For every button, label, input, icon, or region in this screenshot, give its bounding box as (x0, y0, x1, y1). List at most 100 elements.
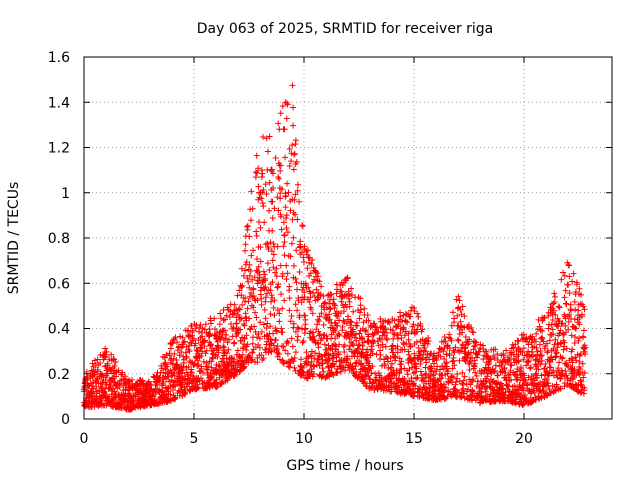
data-point (509, 341, 516, 348)
data-point (474, 351, 481, 358)
data-point (290, 262, 297, 269)
data-point (320, 368, 327, 375)
data-point (277, 262, 284, 269)
y-tick-label: 0.6 (48, 276, 70, 292)
data-point (207, 374, 214, 381)
data-point (375, 328, 382, 335)
data-point (191, 360, 198, 367)
data-point (139, 377, 146, 384)
data-point (237, 326, 244, 333)
data-point (248, 289, 255, 296)
y-tick-label: 1.6 (48, 50, 70, 66)
data-point (260, 355, 267, 362)
data-point (307, 352, 314, 359)
data-point (449, 358, 456, 365)
data-point (309, 256, 316, 263)
data-point (437, 366, 444, 373)
data-point (236, 316, 243, 323)
data-point (522, 377, 529, 384)
data-point (242, 247, 249, 254)
data-point (465, 386, 472, 393)
data-point (534, 363, 541, 370)
data-point (223, 312, 230, 319)
data-point (234, 347, 241, 354)
data-point (448, 337, 455, 344)
data-point (207, 370, 214, 377)
data-point (410, 321, 417, 328)
data-point (226, 314, 233, 321)
data-point (252, 174, 259, 181)
data-point (576, 285, 583, 292)
data-point (382, 343, 389, 350)
data-point (244, 222, 251, 229)
data-point (572, 289, 579, 296)
data-point (538, 352, 545, 359)
data-point (533, 330, 540, 337)
data-point (394, 343, 401, 350)
data-point (445, 368, 452, 375)
data-point (248, 358, 255, 365)
data-point (215, 345, 222, 352)
data-point (369, 350, 376, 357)
data-point (272, 269, 279, 276)
data-point (292, 191, 299, 198)
data-point (572, 334, 579, 341)
data-point (566, 273, 573, 280)
data-point (388, 346, 395, 353)
data-point (279, 329, 286, 336)
data-point (576, 358, 583, 365)
data-point (428, 365, 435, 372)
data-point (264, 240, 271, 247)
data-point (452, 381, 459, 388)
data-point (463, 380, 470, 387)
data-point (523, 335, 530, 342)
data-point (550, 330, 557, 337)
data-point (484, 373, 491, 380)
data-point (251, 323, 258, 330)
data-point (491, 355, 498, 362)
data-point (271, 205, 278, 212)
data-point (387, 354, 394, 361)
data-point (372, 323, 379, 330)
data-point (186, 348, 193, 355)
data-point (167, 345, 174, 352)
data-point (542, 361, 549, 368)
data-point (257, 224, 264, 231)
data-point (267, 287, 274, 294)
data-point (294, 307, 301, 314)
data-point (544, 367, 551, 374)
data-point (246, 261, 253, 268)
data-point (498, 362, 505, 369)
data-point (470, 329, 477, 336)
data-point (126, 387, 133, 394)
data-point (279, 305, 286, 312)
data-point (231, 339, 238, 346)
data-point (299, 339, 306, 346)
data-point (454, 312, 461, 319)
data-point (401, 346, 408, 353)
data-point (197, 375, 204, 382)
data-point (277, 190, 284, 197)
data-point (120, 376, 127, 383)
x-tick-label: 10 (295, 431, 313, 447)
data-point (355, 341, 362, 348)
data-point (179, 334, 186, 341)
data-point (566, 262, 573, 269)
data-point (140, 380, 147, 387)
data-point (424, 386, 431, 393)
data-point (477, 341, 484, 348)
data-point (537, 379, 544, 386)
data-point (381, 375, 388, 382)
data-point (373, 374, 380, 381)
data-point (255, 277, 262, 284)
data-point (455, 293, 462, 300)
data-point (422, 371, 429, 378)
data-point (249, 349, 256, 356)
data-point (457, 348, 464, 355)
data-point (300, 254, 307, 261)
data-point (294, 181, 301, 188)
data-point (221, 344, 228, 351)
data-point (246, 353, 253, 360)
data-point (419, 375, 426, 382)
data-point (544, 340, 551, 347)
